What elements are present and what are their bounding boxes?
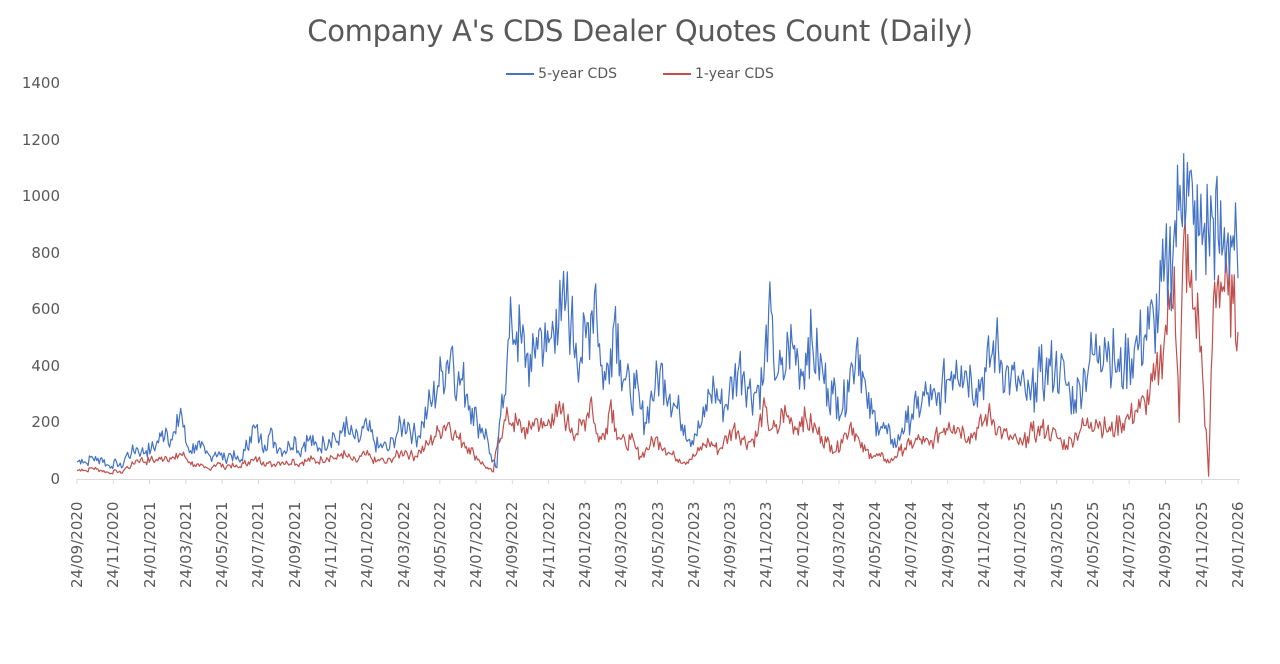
x-tick-label: 24/01/2026	[1229, 501, 1247, 588]
x-tick-label: 24/09/2023	[721, 501, 740, 588]
x-tick-label: 24/01/2024	[793, 501, 812, 588]
x-tick-label: 24/11/2023	[757, 501, 776, 588]
x-tick-label: 24/01/2021	[140, 501, 159, 588]
y-tick-label: 600	[31, 300, 60, 319]
legend-label-5y: 5-year CDS	[538, 66, 617, 82]
y-tick-label: 800	[31, 243, 60, 262]
legend-item-5y: 5-year CDS	[506, 66, 617, 82]
y-tick-label: 400	[31, 356, 60, 375]
y-tick-label: 1200	[21, 130, 60, 149]
x-tick-label: 24/05/2022	[430, 501, 449, 588]
series-line-1-year-cds	[76, 221, 1239, 477]
x-tick-label: 24/03/2021	[176, 501, 195, 588]
x-tick-label: 24/11/2021	[321, 501, 340, 588]
x-tick-label: 24/09/2020	[68, 501, 86, 588]
x-tick-label: 24/09/2022	[503, 501, 522, 588]
legend-swatch-5y-icon	[506, 73, 535, 75]
x-tick-label: 24/11/2022	[539, 501, 558, 588]
y-tick-label: 1400	[21, 74, 60, 92]
x-tick-label: 24/09/2021	[285, 501, 304, 588]
x-tick-label: 24/09/2025	[1156, 501, 1175, 588]
x-tick-label: 24/03/2023	[612, 501, 631, 588]
x-tick-label: 24/03/2025	[1047, 501, 1066, 588]
x-tick-label: 24/01/2025	[1011, 501, 1030, 588]
chart-legend: 5-year CDS 1-year CDS	[0, 66, 1280, 82]
x-tick-label: 24/05/2021	[213, 501, 232, 588]
x-tick-label: 24/09/2024	[938, 501, 957, 588]
x-tick-label: 24/07/2024	[902, 501, 921, 588]
x-tick-label: 24/05/2024	[866, 501, 885, 588]
x-tick-label: 24/11/2024	[975, 501, 994, 588]
x-tick-label: 24/07/2021	[249, 501, 268, 588]
x-tick-label: 24/07/2022	[467, 501, 486, 588]
x-tick-label: 24/05/2023	[648, 501, 667, 588]
y-tick-label: 1000	[21, 187, 60, 206]
x-tick-label: 24/03/2022	[394, 501, 413, 588]
x-axis-ticks	[76, 479, 1239, 484]
x-tick-label: 24/11/2025	[1192, 501, 1211, 588]
x-tick-label: 24/07/2025	[1120, 501, 1139, 588]
x-tick-label: 24/07/2023	[684, 501, 703, 588]
x-tick-label: 24/05/2025	[1083, 501, 1102, 588]
y-tick-label: 0	[50, 470, 60, 488]
y-tick-label: 200	[31, 413, 60, 432]
x-tick-label: 24/03/2024	[829, 501, 848, 588]
series-line-5-year-cds	[76, 153, 1239, 470]
x-tick-label: 24/01/2023	[575, 501, 594, 588]
legend-label-1y: 1-year CDS	[695, 66, 774, 82]
legend-item-1y: 1-year CDS	[663, 66, 774, 82]
chart-title: Company A's CDS Dealer Quotes Count (Dai…	[307, 14, 973, 48]
legend-swatch-1y-icon	[663, 73, 691, 75]
x-tick-label: 24/11/2020	[104, 501, 123, 588]
x-tick-label: 24/01/2022	[358, 501, 377, 588]
